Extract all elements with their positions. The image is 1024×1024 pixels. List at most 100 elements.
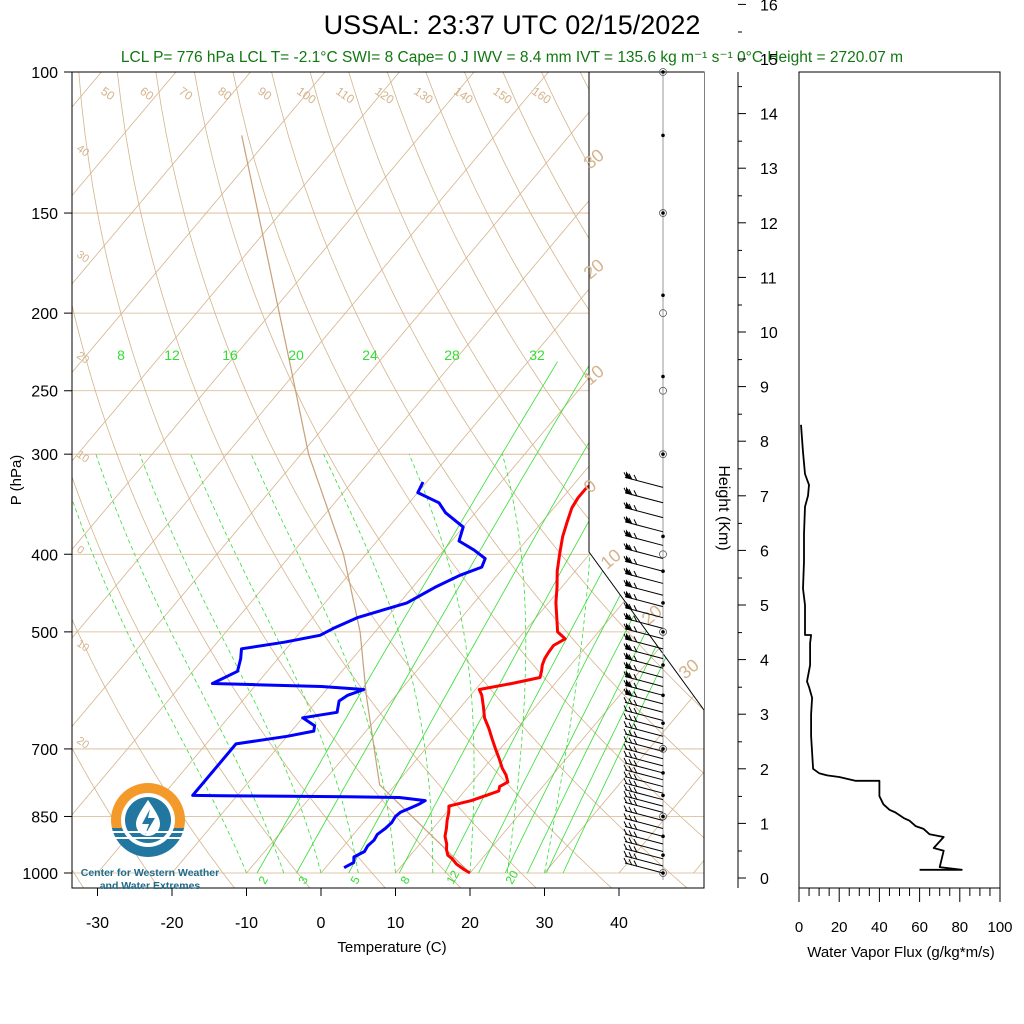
x-tick-label: 20 [461,915,479,932]
moist-adiabat-line [323,454,434,874]
height-tick-label: 10 [760,325,778,342]
wind-barb [623,590,664,608]
isotherm-line [72,72,326,374]
wind-barb [623,642,664,660]
wind-barb [623,670,664,687]
flux-x-tick-label: 100 [987,919,1012,936]
dry-adiabat-line [72,618,235,888]
wind-barb [623,828,664,845]
mixing-ratio-label: 16 [222,347,238,363]
mixing-ratio-label: 20 [288,347,304,363]
adiabat-label-left: 40 [74,143,91,160]
y-tick-label: 1000 [22,866,58,883]
mixing-ratio-label: 28 [444,347,460,363]
standard-level-marker [659,386,667,395]
mixing-ratio-line [348,361,637,874]
parcel-path-line [241,135,471,874]
temperature-line [443,480,599,875]
height-tick-label: 12 [760,216,778,233]
height-tick-label: 2 [760,762,769,779]
flux-x-tick-label: 60 [911,919,928,936]
y-axis-label: P (hPa) [8,455,25,506]
wind-barb [623,542,664,560]
x-tick-label: 40 [610,915,628,932]
isotherm-line [768,72,1024,873]
dewpoint-line [191,481,487,870]
dry-adiabat-line [309,72,704,711]
x-tick-label: -10 [235,915,258,932]
wind-barb [623,471,664,488]
moist-adiabat-line [408,454,475,874]
wind-barb [623,797,664,813]
mixing-ratio-label: 20 [502,868,521,887]
moist-adiabat-line [190,454,359,874]
height-axis-label: Height (Km) [715,465,732,550]
wind-barb [623,805,664,822]
isotherm-line [395,505,704,874]
flux-plot-frame [798,71,1001,889]
x-tick-label: -20 [160,915,183,932]
mixing-ratio-label: 5 [347,873,363,886]
mixing-ratio-line [527,517,704,874]
skewt-background-lines [72,72,1024,888]
mixing-ratio-label: 3 [295,873,311,886]
adiabat-label-left: 20 [74,350,91,367]
standard-level-marker [659,745,667,753]
wind-barb [623,515,664,533]
adiabat-label-left: 30 [74,249,91,266]
height-tick-label: 0 [760,871,769,888]
mixing-ratio-label: 12 [164,347,180,363]
wind-barb [623,612,664,629]
skewt-series [191,135,599,875]
height-marker-dot [661,721,665,725]
moist-adiabat-line [250,454,396,874]
x-tick-label: -30 [86,915,109,932]
mixing-ratio-line [256,361,558,874]
flux-x-axis-label: Water Vapor Flux (g/kg*m/s) [807,944,995,961]
adiabat-label: 60 [137,84,156,103]
height-marker-dot [661,693,665,698]
wind-panel-border [588,72,705,888]
adiabat-label: 80 [215,84,234,103]
height-tick-label: 4 [760,653,769,670]
height-tick-label: 15 [760,52,778,69]
height-tick-label: 9 [760,380,769,397]
wind-barb [623,721,664,737]
isotherm-line [246,329,704,874]
adiabat-label-left: 0 [74,544,86,557]
standard-level-marker [659,869,667,877]
isotherm-line [544,682,704,874]
wind-barb [623,850,664,867]
standard-level-marker [659,68,667,76]
flux-x-tick-label: 80 [951,919,968,936]
wind-barb [623,652,664,669]
isotherm-line [469,594,704,874]
wind-barb [623,705,664,721]
isotherm-line [72,72,400,462]
wind-barb [623,567,664,584]
height-tick-label: 1 [760,816,769,833]
x-tick-label: 0 [317,915,326,932]
isotherm-line [72,72,624,727]
isotherm-line [72,72,475,550]
isotherm-line [72,72,251,285]
wind-barb [623,728,664,745]
standard-level-marker [659,627,667,636]
wind-barb [623,679,664,696]
mixing-ratio-label: 2 [255,873,271,886]
wind-barb [623,757,664,774]
height-marker-dot [661,133,665,138]
y-tick-label: 100 [31,65,58,82]
height-tick-label: 11 [760,270,777,287]
height-marker-dot [661,630,665,634]
standard-level-marker [659,309,667,318]
adiabat-label: 90 [255,84,274,103]
height-tick-label: 14 [760,107,778,124]
adiabat-label: 120 [372,84,397,107]
wind-barb [623,813,664,830]
y-tick-label: 700 [31,742,58,759]
moist-adiabat-line [95,454,285,874]
wind-barb [623,713,664,729]
